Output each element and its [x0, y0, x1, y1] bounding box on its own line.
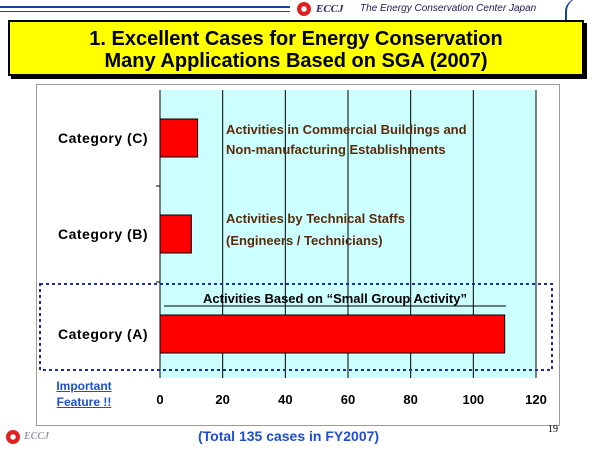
x-tick-120: 120 [525, 392, 547, 407]
important-line-1: Important [56, 379, 112, 393]
highlight-box-category-a [39, 283, 553, 371]
annotation-c-line-1: Activities in Commercial Buildings and [226, 122, 467, 137]
footer-logo-icon [6, 430, 20, 444]
eccj-logo-icon [297, 2, 311, 16]
annotation-c-line-2: Non-manufacturing Establishments [226, 142, 446, 157]
x-tick-0: 0 [156, 392, 163, 407]
x-tick-labels: 0 20 40 60 80 100 120 [156, 392, 546, 407]
total-cases: (Total 135 cases in FY2007) [198, 428, 380, 444]
x-tick-20: 20 [215, 392, 229, 407]
annotation-b-line-1: Activities by Technical Staffs [226, 211, 405, 226]
important-line-2: Feature !! [56, 395, 112, 409]
footer-logo-text: ECCJ [24, 431, 50, 442]
bars [159, 118, 506, 354]
header-rule [0, 6, 290, 8]
x-tick-60: 60 [341, 392, 355, 407]
category-labels: Category (C) Category (B) Category (A) [58, 130, 148, 342]
title-line-2: Many Applications Based on SGA (2007) [104, 50, 488, 72]
slide-title: 1. Excellent Cases for Energy Conservati… [8, 20, 584, 76]
category-label-categorya: Category (A) [58, 326, 148, 342]
x-tick-100: 100 [462, 392, 484, 407]
important-feature-note: Important Feature !! [44, 378, 124, 410]
title-line-1: 1. Excellent Cases for Energy Conservati… [89, 28, 503, 50]
x-tick-40: 40 [278, 392, 292, 407]
x-tick-80: 80 [403, 392, 417, 407]
category-label-categoryc: Category (C) [58, 130, 148, 146]
annotation-b-line-2: (Engineers / Technicians) [226, 233, 383, 248]
y-axis [156, 90, 161, 378]
bar-categoryb [159, 214, 192, 254]
annotation-a: Activities Based on “Small Group Activit… [203, 291, 467, 306]
bar-categorya [159, 314, 506, 354]
header-band: ECCJ The Energy Conservation Center Japa… [0, 0, 600, 26]
bar-categoryc [159, 118, 199, 158]
page-number: 19 [548, 424, 558, 435]
organization-name: The Energy Conservation Center Japan [360, 3, 537, 14]
corner-arc-decoration [565, 0, 600, 26]
category-label-categoryb: Category (B) [58, 226, 148, 242]
header-logo-text: ECCJ [316, 3, 344, 15]
header-rule-thin [0, 11, 290, 12]
